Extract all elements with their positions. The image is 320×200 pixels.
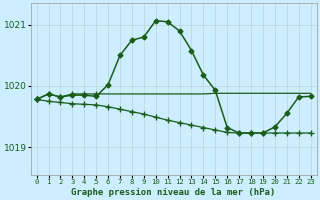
X-axis label: Graphe pression niveau de la mer (hPa): Graphe pression niveau de la mer (hPa) [71,188,276,197]
